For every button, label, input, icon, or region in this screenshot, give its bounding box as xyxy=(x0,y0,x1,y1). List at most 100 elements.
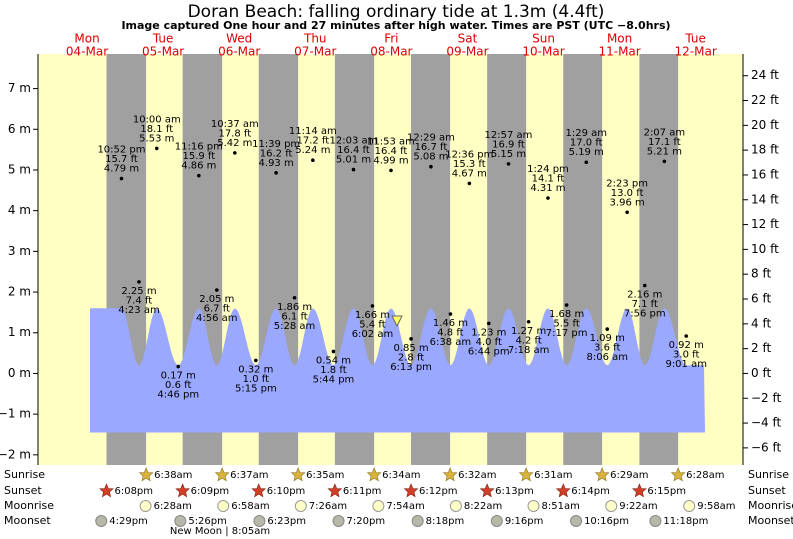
tide-time: 12:29 am xyxy=(407,133,455,144)
moonrise-icon xyxy=(683,500,696,512)
row-time: 9:22am xyxy=(619,501,657,512)
current-level-marker xyxy=(391,315,403,328)
row-time: 6:58am xyxy=(231,501,269,512)
row-time: 6:34am xyxy=(382,470,420,481)
row-time: 6:08pm xyxy=(114,486,153,497)
y-tick-label: 3 m xyxy=(8,244,31,258)
tide-height-ft: 16.2 ft xyxy=(260,148,293,159)
row-time: 8:51am xyxy=(542,501,580,512)
tide-height-ft: 0.6 ft xyxy=(165,380,191,391)
tide-height-m: 4.86 m xyxy=(181,161,216,172)
tide-extreme xyxy=(274,171,278,175)
row-label: Sunset xyxy=(748,484,786,497)
row-time: 6:12pm xyxy=(419,486,458,497)
moonset-icon xyxy=(490,515,503,527)
day-name: Thu xyxy=(303,32,327,46)
tide-height-ft: 5.4 ft xyxy=(359,319,385,330)
row-time: 7:20pm xyxy=(347,516,386,527)
row-label: Sunset xyxy=(4,484,42,497)
tide-height-m: 1.27 m xyxy=(511,326,546,337)
row-time: 11:18pm xyxy=(663,516,708,527)
day-date: 10-Mar xyxy=(522,45,564,59)
sunrise-icon xyxy=(214,467,230,482)
tide-height-m: 4.99 m xyxy=(373,155,408,166)
day-name: Tue xyxy=(152,32,174,46)
tide-height-ft: 15.7 ft xyxy=(105,154,138,165)
tide-height-m: 4.93 m xyxy=(259,158,294,169)
tide-height-ft: 17.8 ft xyxy=(218,128,251,139)
tide-height-m: 5.19 m xyxy=(569,147,604,158)
row-time: 10:16pm xyxy=(584,516,629,527)
tide-height-m: 1.86 m xyxy=(277,302,312,313)
tide-time: 7:56 pm xyxy=(624,309,666,320)
tide-height-m: 3.96 m xyxy=(610,197,645,208)
tide-height-m: 1.46 m xyxy=(433,318,468,329)
tide-extreme xyxy=(137,280,141,284)
chart-subtitle: Image captured One hour and 27 minutes a… xyxy=(121,19,670,32)
row-label: Sunrise xyxy=(4,468,45,481)
tide-time: 11:53 am xyxy=(367,136,415,147)
tide-extreme xyxy=(214,288,219,292)
row-time: 6:31am xyxy=(534,470,572,481)
moonrise-icon xyxy=(217,500,230,512)
tide-height-m: 1.68 m xyxy=(549,309,584,320)
tide-extreme xyxy=(119,176,124,181)
tide-extreme xyxy=(292,295,297,300)
day-date: 05-Mar xyxy=(142,45,184,59)
row-time: 8:22am xyxy=(464,501,502,512)
tide-extreme xyxy=(625,210,629,215)
tide-height-ft: 7.4 ft xyxy=(126,295,152,306)
tide-time: 7:18 am xyxy=(508,345,550,356)
y2-tick-label: 2 ft xyxy=(751,341,771,355)
tide-height-ft: 17.2 ft xyxy=(296,136,329,147)
tide-extreme xyxy=(331,349,336,354)
tide-height-m: 2.25 m xyxy=(121,286,156,297)
moonset-icon xyxy=(570,515,583,527)
y2-tick-label: 10 ft xyxy=(751,242,779,256)
tide-height-ft: 6.7 ft xyxy=(204,304,230,315)
row-label: Moonset xyxy=(4,514,51,527)
tide-extreme xyxy=(486,321,491,326)
tide-height-m: 0.17 m xyxy=(161,371,196,382)
tide-height-ft: 1.8 ft xyxy=(320,365,346,376)
moonset-icon xyxy=(649,515,662,527)
tide-height-ft: 16.7 ft xyxy=(415,142,448,153)
tide-time: 5:15 pm xyxy=(235,383,277,394)
tide-extreme xyxy=(467,181,472,186)
day-name: Wed xyxy=(226,32,252,46)
chart-title: Doran Beach: falling ordinary tide at 1.… xyxy=(188,2,605,22)
tide-height-m: 5.21 m xyxy=(647,146,682,157)
row-time: 6:35am xyxy=(306,470,344,481)
y-tick-label: 1 m xyxy=(8,325,31,339)
y-tick-label: −2 m xyxy=(0,447,31,461)
moonrise-icon xyxy=(294,500,307,512)
tide-height-ft: 13.0 ft xyxy=(611,188,644,199)
moonset-icon xyxy=(253,515,266,527)
tide-extreme xyxy=(233,151,237,155)
tide-height-ft: 5.5 ft xyxy=(553,319,579,330)
row-label: Moonrise xyxy=(4,499,54,512)
row-time: 6:37am xyxy=(230,470,268,481)
tide-height-m: 2.05 m xyxy=(199,294,234,305)
tide-height-m: 0.32 m xyxy=(238,364,273,375)
y2-tick-label: 12 ft xyxy=(751,217,779,231)
row-time: 9:16pm xyxy=(505,516,544,527)
tide-extreme xyxy=(642,283,647,288)
day-name: Sun xyxy=(532,32,555,46)
tide-time: 2:07 am xyxy=(644,127,686,138)
tide-height-m: 5.01 m xyxy=(336,155,371,166)
tide-extreme xyxy=(154,146,159,151)
tide-time: 11:16 pm xyxy=(175,142,223,153)
day-name: Fri xyxy=(384,32,398,46)
moonset-icon xyxy=(332,515,345,527)
tide-extreme xyxy=(197,173,201,178)
tide-extreme xyxy=(546,196,550,200)
tide-time: 12:57 am xyxy=(485,130,533,141)
sunset-icon xyxy=(175,483,191,498)
y2-tick-label: 8 ft xyxy=(751,267,771,281)
day-name: Mon xyxy=(607,32,632,46)
tide-time: 12:36 pm xyxy=(445,149,493,160)
tide-time: 4:56 am xyxy=(196,313,238,324)
